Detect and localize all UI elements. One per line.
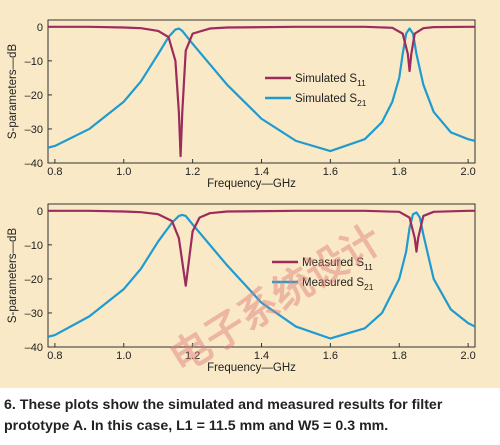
legend-label: Simulated S: [295, 93, 357, 105]
x-tick-label: 1.2: [185, 166, 200, 178]
x-tick-label: 1.0: [116, 350, 131, 362]
series-line-s11: [48, 209, 475, 287]
x-tick-label: 1.4: [254, 350, 269, 362]
legend-entry: Measured S21: [302, 277, 374, 292]
legend-subscript: 21: [364, 282, 374, 292]
y-tick-label: –20: [25, 90, 43, 102]
x-tick-label: 1.6: [323, 166, 338, 178]
y-tick-label: –40: [25, 158, 43, 170]
figure-canvas: 0.8 1.0 1.2 1.4 1.6 1.8 2.0 0 –10 –20 –30 –40 Freque…: [7, 19, 476, 383]
y-tick-label: –10: [25, 56, 43, 68]
chart-1: 0.8 1.0 1.2 1.4 1.6 1.8 2.0 0 –10 –20 –30 –40 Freque…: [7, 19, 476, 190]
y-axis-title: S-parameters—dB: [7, 44, 19, 140]
legend-label: Simulated S: [295, 73, 357, 85]
legend-label: Measured S: [302, 277, 364, 289]
legend-entry: Simulated S11: [295, 73, 366, 88]
series-line-s21: [48, 27, 475, 153]
x-tick-label: 1.2: [185, 350, 200, 362]
legend-entry: Measured S11: [302, 257, 373, 272]
y-tick-label: –30: [25, 124, 43, 136]
y-axis-title: S-parameters—dB: [7, 228, 19, 324]
x-tick-label: 1.8: [392, 166, 407, 178]
x-axis-title: Frequency—GHz: [207, 178, 296, 190]
x-axis-title: Frequency—GHz: [207, 362, 296, 374]
watermark-text: 电子系统设计: [162, 216, 390, 382]
legend-subscript: 11: [357, 78, 366, 88]
y-tick-label: 0: [37, 206, 43, 218]
legend-label: Measured S: [302, 257, 364, 269]
legend-subscript: 21: [357, 98, 367, 108]
legend-subscript: 11: [364, 262, 373, 272]
y-tick-label: –40: [25, 342, 43, 354]
y-tick-label: –30: [25, 308, 43, 320]
x-tick-label: 1.0: [116, 166, 131, 178]
legend-entry: Simulated S21: [295, 93, 367, 108]
x-tick-label: 0.8: [47, 166, 62, 178]
x-tick-label: 2.0: [460, 166, 475, 178]
x-tick-label: 0.8: [47, 350, 62, 362]
y-tick-label: –10: [25, 240, 43, 252]
series-line-s11: [48, 25, 475, 158]
plot-frame: [47, 19, 476, 164]
figure-caption: 6. These plots show the simulated and me…: [4, 397, 443, 434]
y-tick-label: 0: [37, 22, 43, 34]
figure-panel: 0.8 1.0 1.2 1.4 1.6 1.8 2.0 0 –10 –20 –30 –40 Freque…: [0, 0, 500, 388]
y-tick-label: –20: [25, 274, 43, 286]
x-tick-label: 1.6: [323, 350, 338, 362]
x-tick-label: 2.0: [460, 350, 475, 362]
x-tick-label: 1.4: [254, 166, 269, 178]
chart-2: 0.8 1.0 1.2 1.4 1.6 1.8 2.0 0 –10 –20 –30 –40 Freque…: [7, 203, 476, 374]
x-tick-label: 1.8: [392, 350, 407, 362]
